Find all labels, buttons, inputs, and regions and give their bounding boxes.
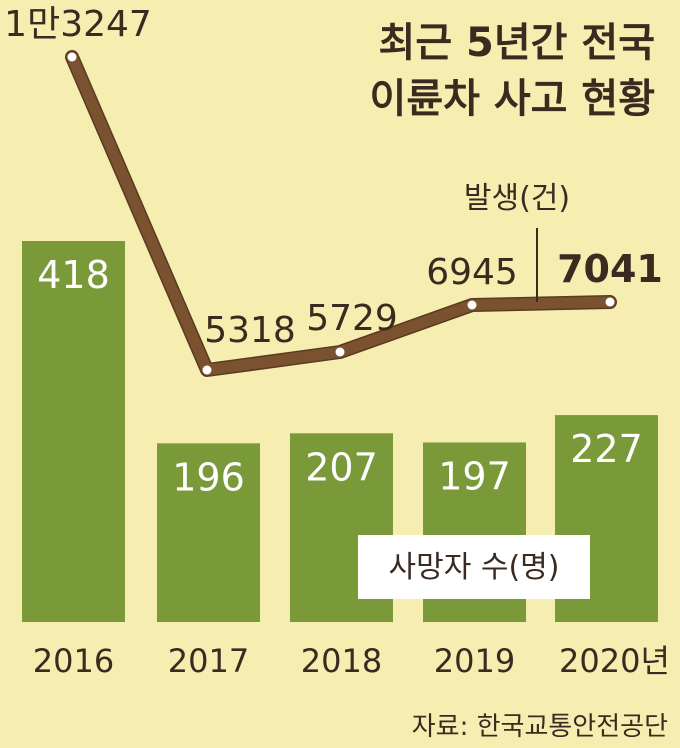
x-tick-label-2016: 2016 bbox=[33, 642, 114, 680]
source-note: 자료: 한국교통안전공단 bbox=[412, 712, 668, 742]
line-point-2019 bbox=[467, 300, 477, 310]
line-legend-label: 발생(건) bbox=[464, 181, 570, 216]
x-axis-labels: 2016 2017 2018 2019 2020년 bbox=[33, 642, 670, 680]
x-tick-label-2018: 2018 bbox=[301, 642, 382, 680]
x-tick-label-2019: 2019 bbox=[434, 642, 515, 680]
bar-value-label-2017: 196 bbox=[172, 455, 245, 499]
bar-value-label-2020년: 227 bbox=[570, 427, 643, 471]
bar-legend-box bbox=[358, 535, 590, 599]
bar-2017 bbox=[157, 443, 260, 622]
line-value-label-2018: 5729 bbox=[306, 298, 398, 339]
x-tick-label-2020년: 2020년 bbox=[559, 642, 670, 680]
bar-legend-label: 사망자 수(명) bbox=[389, 550, 560, 585]
line-point-2018 bbox=[335, 347, 345, 357]
line-point-2017 bbox=[202, 365, 212, 375]
line-value-label-2017: 5318 bbox=[204, 310, 296, 351]
line-point-2016 bbox=[67, 52, 77, 62]
chart-title-line-2: 이륜차 사고 현황 bbox=[370, 76, 655, 122]
bar-value-label-2016: 418 bbox=[37, 253, 110, 297]
chart-title-line-1: 최근 5년간 전국 bbox=[379, 20, 655, 66]
line-value-label-2020년: 7041 bbox=[557, 247, 663, 291]
bar-value-label-2018: 207 bbox=[305, 445, 378, 489]
line-value-label-2016: 1만3247 bbox=[4, 4, 152, 45]
x-tick-label-2017: 2017 bbox=[168, 642, 249, 680]
bar-value-label-2019: 197 bbox=[438, 454, 511, 498]
line-value-label-2019: 6945 bbox=[426, 252, 518, 293]
bar-2016 bbox=[22, 241, 125, 622]
line-point-2020년 bbox=[605, 297, 615, 307]
line-group: 1만3247 5318 5729 6945 7041 bbox=[4, 4, 663, 377]
